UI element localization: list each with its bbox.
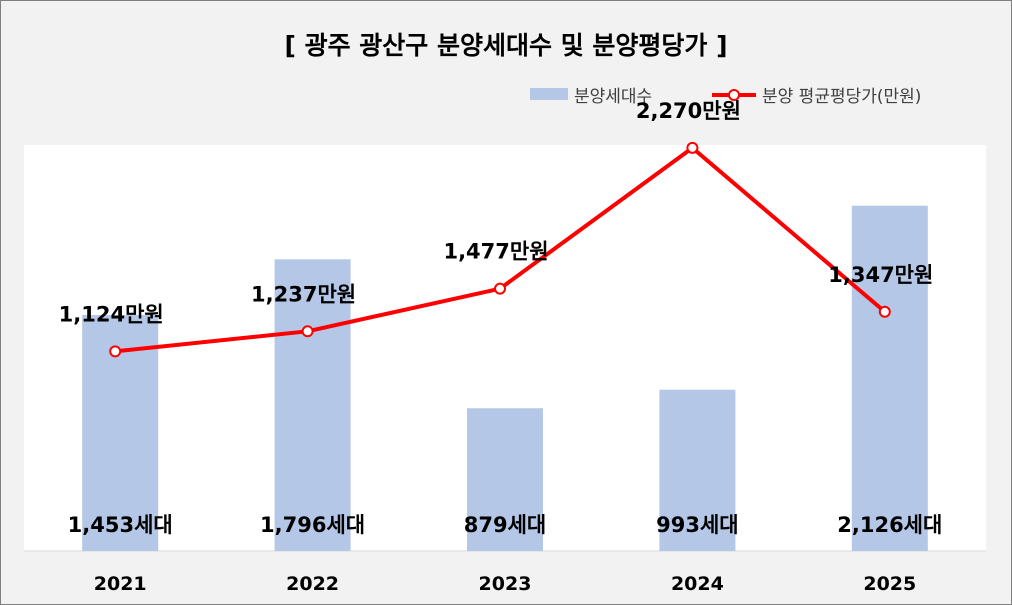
line-data-label-2024: 2,270만원 [636,99,741,123]
x-tick-label-2024: 2024 [671,573,724,595]
bar-2025 [851,205,928,551]
bar-data-label-2023: 879세대 [464,513,546,537]
line-data-label-2023: 1,477만원 [443,240,548,264]
line-data-label-2021: 1,124만원 [59,302,164,326]
line-point-2022 [301,325,314,338]
line-data-label-2025: 1,347만원 [828,263,933,287]
x-tick-label-2022: 2022 [286,573,339,595]
line-data-label-2022: 1,237만원 [251,282,356,306]
bar-2022 [274,259,351,551]
x-tick-label-2023: 2023 [479,573,532,595]
bar-2023 [467,408,543,551]
line-point-2024 [686,141,699,154]
legend-bar-swatch [530,88,568,100]
bar-data-label-2022: 1,796세대 [260,513,365,537]
legend-line-marker [728,89,740,101]
x-tick-label-2021: 2021 [94,573,147,595]
line-point-2023 [494,282,506,295]
chart-title: [ 광주 광산구 분양세대수 및 분양평당가 ] [284,31,728,60]
legend-line-label: 분양 평균평당가(만원) [762,87,922,107]
line-point-2025 [878,305,891,318]
legend-bar-label: 분양세대수 [574,87,653,107]
bar-data-label-2021: 1,453세대 [68,513,173,537]
x-tick-label-2025: 2025 [863,573,916,595]
line-point-2021 [109,345,122,358]
bar-2024 [659,389,736,551]
bar-data-label-2025: 2,126세대 [837,513,942,537]
bar-data-label-2024: 993세대 [656,513,738,537]
